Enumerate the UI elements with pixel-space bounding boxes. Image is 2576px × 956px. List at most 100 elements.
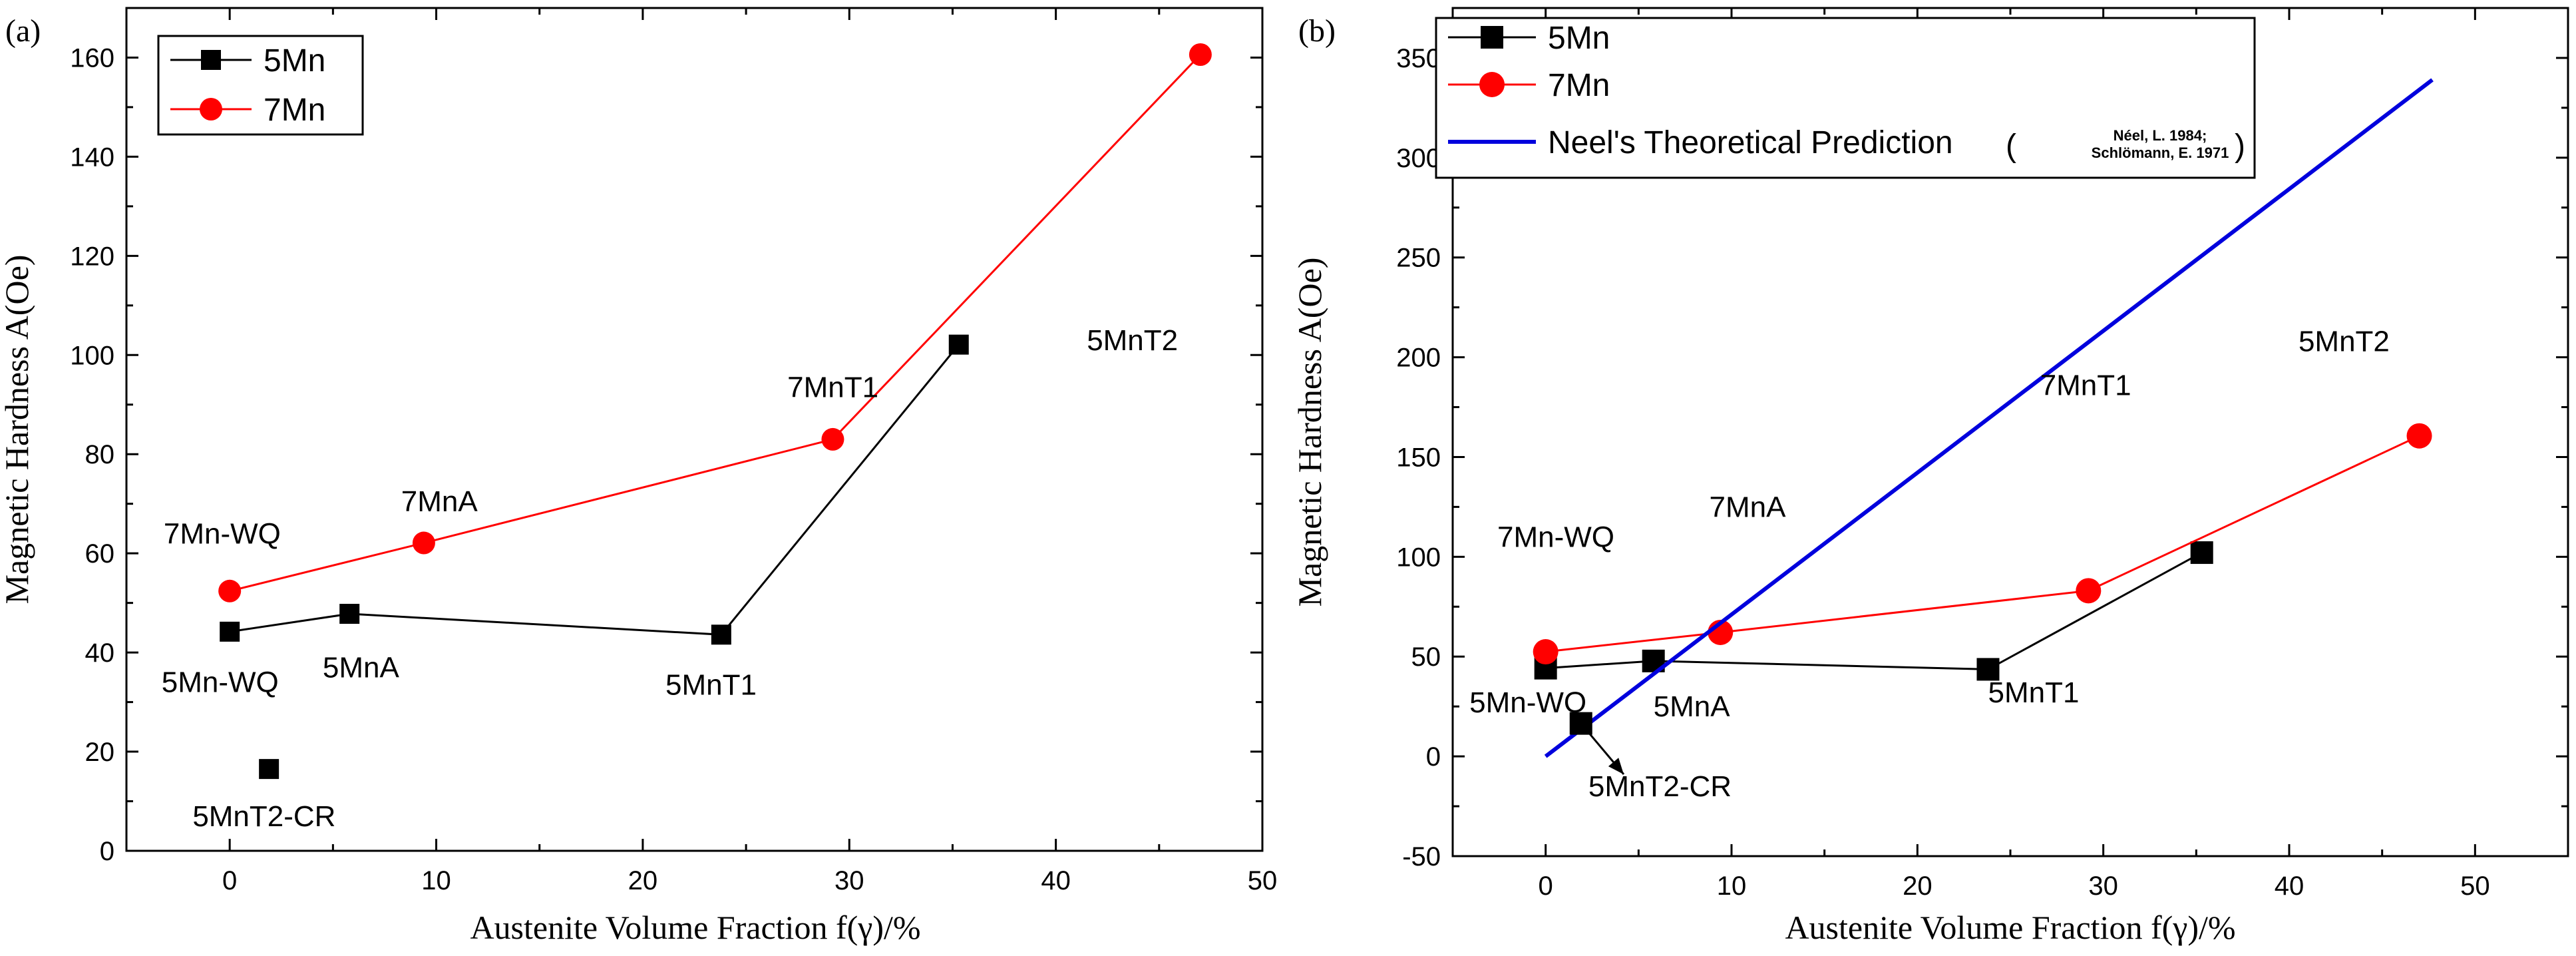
legend-citation-line: Néel, L. 1984; bbox=[2114, 127, 2207, 144]
data-point bbox=[1976, 658, 2000, 681]
y-tick-label: 150 bbox=[1396, 443, 1441, 472]
chart-panel-a: 0 10 20 30 40 50 0 20 40 60 80 100 120 140 160 Austenit… bbox=[0, 7, 1278, 946]
y-tick-label: 100 bbox=[1396, 543, 1441, 572]
annotation-arrowhead bbox=[1608, 758, 1624, 775]
series-7mn bbox=[1533, 423, 2432, 665]
x-axis-title: Austenite Volume Fraction f(γ)/% bbox=[470, 909, 920, 946]
x-tick-label: 0 bbox=[222, 866, 237, 895]
panel-label: (b) bbox=[1298, 13, 1336, 49]
y-tick-label: 160 bbox=[70, 43, 114, 73]
point-annotation: 7MnT1 bbox=[2040, 369, 2131, 402]
point-annotation: 5MnA bbox=[323, 651, 400, 684]
series-line bbox=[229, 344, 960, 636]
y-tick-label: 300 bbox=[1396, 144, 1441, 173]
x-tick-label: 30 bbox=[2088, 871, 2118, 901]
legend-marker bbox=[1479, 72, 1505, 97]
y-tick-label: 60 bbox=[85, 539, 115, 569]
series-line bbox=[1544, 78, 2434, 758]
data-point bbox=[948, 334, 969, 355]
series-line bbox=[1545, 551, 2203, 670]
y-tick-label: 200 bbox=[1396, 344, 1441, 373]
x-tick-label: 40 bbox=[1041, 866, 1071, 895]
legend-paren-close: ) bbox=[2235, 128, 2245, 164]
y-tick-label: 40 bbox=[85, 638, 115, 668]
point-annotation: 5Mn-WQ bbox=[162, 666, 279, 699]
point-annotation: 7MnA bbox=[401, 485, 478, 518]
data-point bbox=[821, 427, 844, 451]
legend-citation-line: Schlömann, E. 1971 bbox=[2092, 144, 2229, 161]
y-tick-label: 20 bbox=[85, 738, 115, 767]
point-annotation: 5MnA bbox=[1654, 690, 1731, 723]
legend-label: Neel's Theoretical Prediction bbox=[1548, 125, 1953, 160]
x-tick-label: 20 bbox=[628, 866, 658, 895]
legend-label: 7Mn bbox=[264, 93, 325, 128]
legend-label: 5Mn bbox=[264, 43, 325, 79]
data-point bbox=[711, 624, 731, 645]
point-annotation: 5MnT1 bbox=[1988, 676, 2079, 709]
series-line bbox=[229, 53, 1201, 593]
x-tick-label: 10 bbox=[1717, 871, 1747, 901]
x-axis-title: Austenite Volume Fraction f(γ)/% bbox=[1785, 909, 2235, 946]
data-point bbox=[218, 579, 242, 602]
data-point bbox=[2076, 578, 2102, 604]
point-annotation: 5MnT2 bbox=[2299, 326, 2390, 358]
legend-marker bbox=[201, 50, 221, 70]
x-tick-label: 30 bbox=[834, 866, 864, 895]
legend-box bbox=[1435, 17, 2256, 179]
point-annotation: 5MnT1 bbox=[665, 668, 757, 701]
legend-label: 5Mn bbox=[1548, 21, 1610, 56]
data-point bbox=[220, 621, 240, 642]
point-annotation: 7Mn-WQ bbox=[164, 517, 281, 550]
point-annotation: 5MnT2-CR bbox=[1588, 770, 1732, 803]
legend-box bbox=[157, 35, 364, 136]
data-point bbox=[412, 531, 435, 555]
y-tick-label: 0 bbox=[1426, 742, 1441, 772]
y-axis-title: Magnetic Hardness A(Oe) bbox=[0, 255, 35, 604]
x-tick-label: 10 bbox=[421, 866, 451, 895]
x-tick-label: 40 bbox=[2275, 871, 2304, 901]
x-tick-label: 20 bbox=[1903, 871, 1932, 901]
y-tick-label: 50 bbox=[1411, 642, 1441, 672]
legend-item: 7Mn bbox=[170, 93, 325, 128]
series-5mn bbox=[1534, 541, 2213, 681]
y-axis-title: Magnetic Hardness A(Oe) bbox=[1291, 258, 1328, 607]
data-point bbox=[1189, 43, 1212, 67]
legend-item: 7Mn bbox=[1448, 68, 1610, 103]
series-neel-s-theoretical-prediction bbox=[1544, 78, 2434, 758]
data-point bbox=[2190, 541, 2213, 565]
series-line bbox=[1545, 435, 2420, 653]
point-annotation: 7MnT1 bbox=[787, 371, 878, 404]
legend-label: 7Mn bbox=[1548, 68, 1610, 103]
y-tick-label: 0 bbox=[100, 837, 114, 866]
y-tick-label: 120 bbox=[70, 242, 114, 271]
x-tick-label: 50 bbox=[1248, 866, 1278, 895]
point-annotation: 7Mn-WQ bbox=[1497, 521, 1614, 553]
data-point-isolated bbox=[259, 759, 279, 780]
data-point bbox=[2406, 423, 2432, 449]
series-7mn bbox=[218, 43, 1212, 602]
legend-paren-open: ( bbox=[2006, 128, 2016, 164]
series-5mn bbox=[220, 334, 969, 645]
legend-marker bbox=[200, 98, 222, 120]
y-tick-label: 140 bbox=[70, 142, 114, 172]
legend-item: 5Mn bbox=[1448, 21, 1610, 56]
point-annotation: 5MnT2-CR bbox=[192, 800, 335, 833]
legend: 5Mn 7Mn Neel's Theoretical Prediction ( Néel… bbox=[1435, 17, 2256, 179]
chart-panel-b: 0 10 20 30 40 50 -50 0 50 100 150 200 250 300 350 Auste… bbox=[1291, 7, 2569, 946]
legend-item: Neel's Theoretical Prediction ( Néel, L. 1… bbox=[1448, 125, 2245, 164]
plot-frame bbox=[125, 7, 1264, 852]
legend-marker bbox=[1481, 26, 1503, 49]
point-annotation: 5Mn-WQ bbox=[1469, 686, 1586, 719]
data-point bbox=[339, 604, 360, 624]
y-tick-label: -50 bbox=[1402, 842, 1441, 871]
x-tick-label: 50 bbox=[2460, 871, 2490, 901]
y-tick-label: 350 bbox=[1396, 44, 1441, 73]
y-tick-label: 100 bbox=[70, 341, 114, 370]
point-annotation: 5MnT2 bbox=[1087, 324, 1178, 357]
legend-item: 5Mn bbox=[170, 43, 325, 79]
data-point bbox=[1533, 639, 1559, 665]
y-tick-label: 250 bbox=[1396, 244, 1441, 273]
x-tick-label: 0 bbox=[1539, 871, 1553, 901]
